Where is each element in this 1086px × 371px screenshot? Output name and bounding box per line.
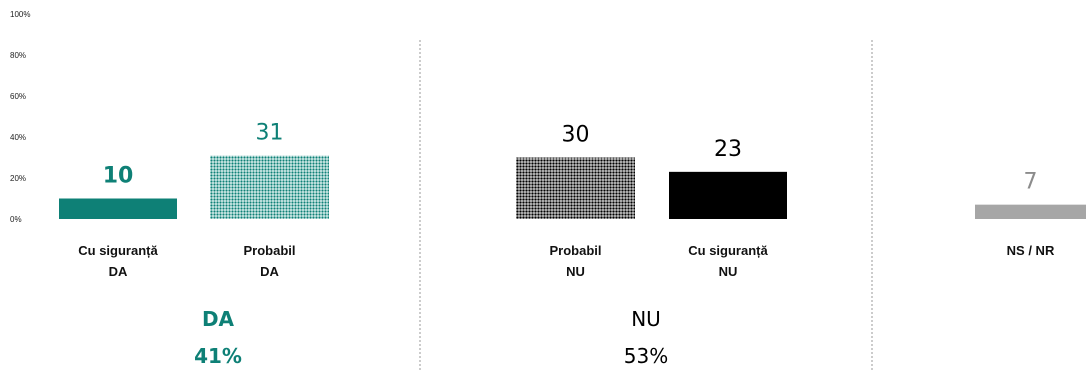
data-label: 30: [562, 123, 590, 148]
bar: [59, 198, 177, 219]
y-tick-label: 80%: [10, 51, 26, 60]
group-total: 53%: [624, 344, 668, 368]
bar: [210, 155, 329, 219]
y-tick-label: 100%: [10, 10, 30, 19]
y-tick-label: 40%: [10, 133, 26, 142]
y-tick-label: 60%: [10, 92, 26, 101]
y-axis: 0% 20% 40% 60% 80% 100%: [10, 10, 30, 224]
group-name: DA: [202, 307, 235, 331]
group-name: NU: [631, 307, 661, 331]
category-label: DA: [109, 264, 128, 279]
category-label: NU: [719, 264, 738, 279]
y-tick-label: 20%: [10, 174, 26, 183]
category-label: NS / NR: [1007, 243, 1055, 258]
data-label: 7: [1024, 170, 1038, 195]
group-total: 41%: [194, 344, 242, 368]
bar: [669, 171, 787, 219]
category-label: Probabil: [243, 243, 295, 258]
bar: [975, 204, 1086, 219]
category-label: DA: [260, 264, 279, 279]
category-label: Probabil: [549, 243, 601, 258]
group-totals: DA 41% NU 53%: [194, 307, 668, 368]
y-tick-label: 0%: [10, 215, 22, 224]
category-label: NU: [566, 264, 585, 279]
data-label: 31: [256, 120, 284, 145]
data-label: 23: [714, 137, 742, 162]
category-label: Cu siguranță: [78, 243, 158, 258]
bars: 10 Cu siguranță DA 31 Probabil DA 30 Probabil NU…: [59, 120, 1086, 279]
data-label: 10: [103, 164, 134, 189]
bar: [516, 157, 635, 219]
category-label: Cu siguranță: [688, 243, 768, 258]
